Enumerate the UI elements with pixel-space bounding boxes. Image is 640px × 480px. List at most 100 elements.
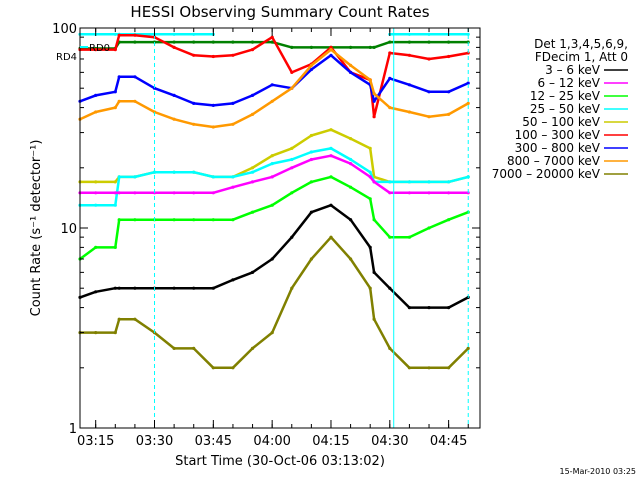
y-tick-label-2: 100 — [52, 22, 77, 37]
series-point-0-22 — [466, 32, 470, 36]
series-point-2-19 — [407, 53, 411, 57]
series-point-1-15 — [349, 45, 353, 50]
series-point-6-8 — [211, 175, 215, 179]
series-point-1-10 — [250, 40, 255, 44]
x-tick-label-5: 04:30 — [371, 434, 408, 449]
series-point-8-18 — [388, 235, 392, 239]
series-point-6-14 — [329, 146, 333, 150]
series-point-6-1 — [94, 203, 98, 207]
series-point-10-6 — [172, 346, 176, 350]
series-point-1-21 — [447, 40, 451, 44]
series-point-2-2 — [113, 48, 117, 52]
y-tick-label-1: 10 — [60, 222, 77, 237]
legend-label-5: 100 – 300 keV — [515, 128, 601, 142]
series-point-8-1 — [94, 245, 98, 249]
series-point-10-10 — [250, 346, 255, 350]
series-point-5-15 — [349, 137, 353, 141]
series-point-10-19 — [407, 366, 411, 370]
series-point-10-1 — [94, 331, 98, 335]
series-point-9-10 — [250, 270, 255, 274]
series-point-4-2 — [113, 106, 117, 110]
axis-layer: 03:15 03:30 03:45 04:00 04:15 04:30 04:45 1 10 10… — [52, 22, 480, 449]
series-point-8-11 — [270, 203, 274, 207]
series-point-4-11 — [270, 99, 274, 103]
series-point-1-12 — [290, 45, 294, 50]
series-point-4-17 — [372, 92, 376, 96]
series-point-6-4 — [133, 175, 137, 179]
series-point-9-12 — [290, 235, 294, 239]
series-point-3-17 — [372, 99, 376, 103]
series-point-8-6 — [172, 218, 176, 222]
series-point-4-6 — [172, 117, 176, 121]
series-point-7-19 — [407, 191, 411, 195]
series-point-2-3 — [117, 33, 121, 37]
series-point-3-20 — [427, 90, 431, 94]
series-point-2-4 — [133, 33, 137, 37]
series-point-6-13 — [309, 150, 313, 154]
series-point-2-6 — [172, 45, 176, 50]
series-point-1-11 — [270, 40, 274, 44]
series-point-3-3 — [117, 75, 121, 79]
series-point-0-20 — [427, 32, 431, 36]
series-point-6-3 — [117, 175, 121, 179]
series-point-6-9 — [231, 175, 235, 179]
series-point-8-2 — [113, 245, 117, 249]
series-point-9-11 — [270, 257, 274, 261]
series-point-7-1 — [94, 191, 98, 195]
series-point-10-17 — [372, 317, 376, 321]
series-point-9-1 — [94, 290, 98, 294]
series-point-3-19 — [407, 83, 411, 87]
series-point-5-16 — [368, 146, 372, 150]
series-point-8-8 — [211, 218, 215, 222]
x-tick-label-6: 04:45 — [430, 434, 467, 449]
y-axis-label: Count Rate (s⁻¹ detector⁻¹) — [29, 140, 44, 317]
series-point-7-11 — [270, 175, 274, 179]
series-point-4-7 — [192, 122, 196, 126]
series-point-8-3 — [117, 218, 121, 222]
series-point-5-11 — [270, 154, 274, 158]
series-point-9-21 — [447, 306, 451, 310]
series-point-6-11 — [270, 162, 274, 166]
series-point-3-13 — [309, 67, 313, 72]
legend-label-2: 12 – 25 keV — [530, 89, 601, 103]
series-point-9-4 — [133, 286, 137, 290]
series-point-2-14 — [329, 45, 333, 50]
series-point-6-21 — [447, 180, 451, 184]
legend-label-7: 800 – 7000 keV — [507, 154, 601, 168]
series-point-8-21 — [447, 218, 451, 222]
series-point-10-16 — [368, 286, 372, 290]
annotation-rd0: RD0 — [89, 43, 110, 54]
series-point-6-10 — [250, 170, 255, 174]
series-point-8-17 — [372, 218, 376, 222]
series-point-8-12 — [290, 191, 294, 195]
legend-label-6: 300 – 800 keV — [515, 141, 601, 155]
x-tick-label-1: 03:30 — [136, 434, 173, 449]
series-point-2-18 — [388, 51, 392, 55]
x-tick-label-3: 04:00 — [253, 434, 290, 449]
series-point-3-7 — [192, 101, 196, 105]
series-point-9-7 — [192, 286, 196, 290]
x-tick-label-2: 03:45 — [195, 434, 232, 449]
annotation-layer: RD0 RD4 — [56, 43, 110, 63]
series-point-1-17 — [372, 45, 376, 50]
legend-label-0: 3 – 6 keV — [545, 63, 601, 77]
series-point-6-12 — [290, 157, 294, 162]
series-point-10-20 — [427, 366, 431, 370]
series-point-4-21 — [447, 112, 451, 116]
legend-label-1: 6 – 12 keV — [538, 76, 601, 90]
series-point-7-9 — [231, 185, 235, 189]
series-line-3 — [79, 54, 469, 107]
series-point-0-19 — [407, 32, 411, 36]
series-point-10-13 — [309, 257, 313, 261]
series-point-8-7 — [192, 218, 196, 222]
series-point-9-6 — [172, 286, 176, 290]
series-point-9-13 — [309, 210, 313, 214]
series-point-10-9 — [231, 366, 235, 370]
series-point-3-4 — [133, 75, 137, 79]
series-point-5-13 — [309, 133, 313, 138]
series-point-10-11 — [270, 331, 274, 335]
series-point-3-14 — [329, 53, 333, 57]
series-point-4-10 — [250, 112, 255, 116]
series-point-6-15 — [349, 157, 353, 162]
